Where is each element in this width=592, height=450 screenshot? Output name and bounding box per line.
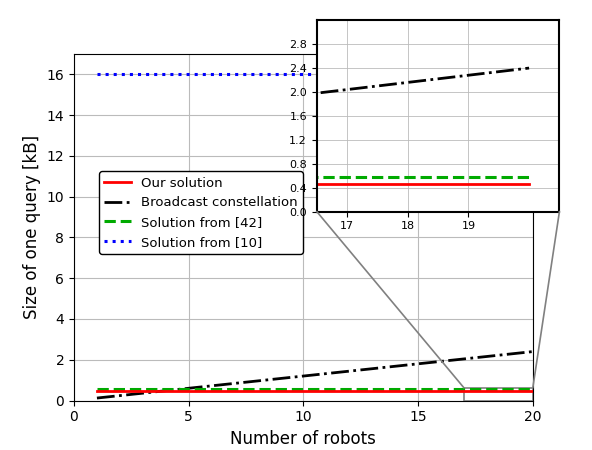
- Broadcast constellation: [254, 378, 261, 384]
- Solution from [42]: [231, 386, 238, 391]
- Solution from [42]: [117, 386, 124, 391]
- Y-axis label: Size of one query [kB]: Size of one query [kB]: [23, 135, 41, 320]
- Broadcast constellation: [162, 388, 169, 393]
- Solution from [42]: [185, 386, 192, 391]
- Our solution: [208, 388, 215, 394]
- Broadcast constellation: [461, 356, 468, 362]
- Solution from [42]: [94, 386, 101, 391]
- Solution from [10]: [346, 72, 353, 77]
- Solution from [42]: [277, 386, 284, 391]
- Solution from [42]: [254, 386, 261, 391]
- Our solution: [185, 388, 192, 394]
- Legend: Our solution, Broadcast constellation, Solution from [42], Solution from [10]: Our solution, Broadcast constellation, S…: [99, 171, 303, 254]
- Our solution: [231, 388, 238, 394]
- Solution from [10]: [117, 72, 124, 77]
- Our solution: [94, 388, 101, 394]
- Broadcast constellation: [392, 364, 399, 369]
- Solution from [10]: [461, 72, 468, 77]
- Solution from [10]: [437, 72, 445, 77]
- Our solution: [300, 388, 307, 394]
- Broadcast constellation: [94, 396, 101, 401]
- Broadcast constellation: [323, 371, 330, 376]
- Solution from [10]: [231, 72, 238, 77]
- Solution from [42]: [346, 386, 353, 391]
- Broadcast constellation: [484, 354, 491, 359]
- Solution from [42]: [208, 386, 215, 391]
- Our solution: [484, 388, 491, 394]
- Solution from [42]: [461, 386, 468, 391]
- Our solution: [117, 388, 124, 394]
- Our solution: [277, 388, 284, 394]
- Our solution: [254, 388, 261, 394]
- Solution from [42]: [139, 386, 146, 391]
- Solution from [10]: [506, 72, 513, 77]
- Solution from [42]: [414, 386, 422, 391]
- Solution from [10]: [254, 72, 261, 77]
- Solution from [42]: [506, 386, 513, 391]
- Solution from [10]: [392, 72, 399, 77]
- Solution from [10]: [369, 72, 376, 77]
- Broadcast constellation: [231, 381, 238, 386]
- Broadcast constellation: [437, 359, 445, 364]
- Solution from [10]: [162, 72, 169, 77]
- Solution from [10]: [300, 72, 307, 77]
- Our solution: [369, 388, 376, 394]
- Line: Broadcast constellation: Broadcast constellation: [97, 351, 533, 398]
- Broadcast constellation: [300, 374, 307, 379]
- Solution from [10]: [94, 72, 101, 77]
- Broadcast constellation: [208, 383, 215, 388]
- Broadcast constellation: [506, 351, 513, 357]
- Broadcast constellation: [139, 391, 146, 396]
- Our solution: [414, 388, 422, 394]
- Our solution: [323, 388, 330, 394]
- Our solution: [506, 388, 513, 394]
- Broadcast constellation: [185, 386, 192, 391]
- Our solution: [162, 388, 169, 394]
- Broadcast constellation: [529, 349, 536, 354]
- Broadcast constellation: [277, 376, 284, 381]
- Solution from [10]: [277, 72, 284, 77]
- Our solution: [139, 388, 146, 394]
- Solution from [10]: [208, 72, 215, 77]
- X-axis label: Number of robots: Number of robots: [230, 430, 377, 448]
- Broadcast constellation: [346, 369, 353, 374]
- Our solution: [437, 388, 445, 394]
- Solution from [42]: [484, 386, 491, 391]
- Broadcast constellation: [117, 393, 124, 398]
- Solution from [42]: [392, 386, 399, 391]
- Solution from [10]: [323, 72, 330, 77]
- Solution from [10]: [139, 72, 146, 77]
- Solution from [10]: [185, 72, 192, 77]
- Solution from [42]: [300, 386, 307, 391]
- Broadcast constellation: [414, 361, 422, 366]
- Broadcast constellation: [369, 366, 376, 371]
- Solution from [42]: [323, 386, 330, 391]
- Solution from [10]: [529, 72, 536, 77]
- Solution from [10]: [484, 72, 491, 77]
- Our solution: [346, 388, 353, 394]
- Solution from [42]: [369, 386, 376, 391]
- Solution from [42]: [437, 386, 445, 391]
- Solution from [42]: [162, 386, 169, 391]
- Our solution: [529, 388, 536, 394]
- Our solution: [392, 388, 399, 394]
- Solution from [10]: [414, 72, 422, 77]
- Our solution: [461, 388, 468, 394]
- Solution from [42]: [529, 386, 536, 391]
